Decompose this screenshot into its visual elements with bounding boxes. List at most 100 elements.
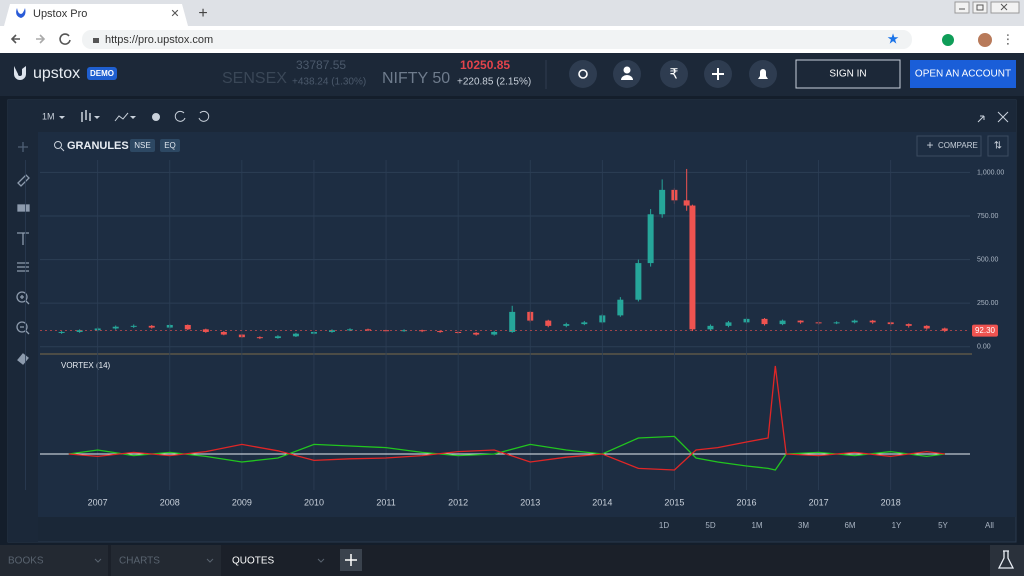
sign-in[interactable]: SIGN IN [829, 69, 866, 80]
tab-label[interactable]: BOOKS [8, 556, 44, 567]
candle-body [347, 329, 353, 331]
range-button[interactable]: 1Y [892, 521, 902, 530]
candle-body [779, 320, 786, 325]
x-tick-label: 2017 [809, 497, 829, 507]
candle-body [617, 299, 624, 316]
index-name[interactable]: SENSEX [222, 70, 287, 87]
app-header [0, 53, 1024, 96]
tab-close[interactable]: ✕ [170, 8, 179, 20]
candle-body [707, 325, 714, 330]
range-button[interactable]: 3M [798, 521, 809, 530]
candle-body [869, 320, 876, 323]
open-account-button[interactable] [910, 60, 1016, 88]
candle-body [130, 325, 137, 327]
candle-body [473, 332, 480, 335]
chart-toolbar [8, 100, 1016, 132]
last-price-tag [972, 324, 998, 337]
candle-body [905, 324, 912, 326]
tab-label[interactable]: QUOTES [232, 556, 275, 567]
candle-body [689, 205, 696, 330]
window-controls [954, 1, 1020, 14]
lab-button[interactable] [990, 545, 1024, 576]
brand: upstox [33, 65, 80, 82]
compare[interactable]: COMPARE [938, 141, 978, 150]
lock-icon [93, 38, 99, 43]
url-field[interactable] [82, 30, 912, 49]
bookmark-star[interactable]: ★ [887, 31, 900, 47]
range-button[interactable]: 6M [844, 521, 855, 530]
y-tick-label: 750.00 [977, 213, 999, 220]
menu[interactable]: ⋮ [1002, 31, 1015, 46]
x-tick-label: 2013 [520, 497, 540, 507]
x-tick-label: 2010 [304, 497, 324, 507]
charts-tab[interactable] [111, 545, 221, 576]
symbol-name[interactable]: GRANULES [67, 140, 129, 152]
compare-plus[interactable]: + [926, 138, 933, 152]
open-account[interactable]: OPEN AN ACCOUNT [915, 69, 1011, 80]
range-button[interactable]: 5Y [938, 521, 948, 530]
candle-body [851, 320, 858, 323]
demo-badge [87, 67, 117, 80]
toolbar-icons[interactable] [59, 110, 1009, 123]
candle-body [274, 336, 281, 339]
x-tick-label: 2012 [448, 497, 468, 507]
sign-in-button[interactable] [795, 59, 901, 89]
candle-body [184, 324, 191, 330]
symbol-bar: GRANULES NSE EQ [54, 139, 180, 152]
candle-body [419, 330, 426, 332]
tab-label[interactable]: CHARTS [119, 556, 160, 567]
plot-background [38, 132, 1016, 517]
candle-body [328, 330, 335, 332]
extension-icon[interactable] [942, 34, 954, 46]
segment-badge [160, 139, 180, 152]
axes: 1,000.00750.00500.00250.000.002006200720… [25, 160, 1004, 507]
sort-icon[interactable]: ⇅ [994, 141, 1002, 152]
range-button[interactable]: 1D [659, 521, 669, 530]
lab-icon [997, 550, 1015, 569]
index-value: 10250.85 [460, 58, 510, 72]
candle-body [659, 189, 666, 215]
segment: EQ [164, 141, 176, 150]
candle-body [761, 318, 768, 325]
x-tick-label: 2009 [232, 497, 252, 507]
new-tab[interactable]: + [198, 5, 207, 22]
candle-body [647, 214, 654, 264]
url[interactable]: https://pro.upstox.com [105, 34, 213, 46]
candle-body [797, 320, 804, 323]
range-button[interactable]: 5D [705, 521, 715, 530]
tab-caret [206, 558, 214, 563]
candle-body [833, 322, 840, 324]
candle-body [58, 331, 65, 333]
books-tab[interactable] [0, 545, 108, 576]
vortex-line [68, 435, 945, 471]
candle-body [401, 330, 408, 332]
demo-text: DEMO [90, 69, 114, 78]
candle-body [509, 311, 516, 332]
tab[interactable] [4, 4, 188, 26]
interval[interactable]: 1M [42, 111, 55, 121]
candle-body [491, 331, 498, 335]
profile-avatar[interactable] [978, 33, 992, 47]
candle-body [437, 331, 444, 333]
candle-body [635, 263, 642, 300]
compare-button[interactable] [916, 135, 982, 157]
exchange-badge [130, 139, 155, 152]
last-price-label: 92.30 [975, 326, 996, 335]
index-name[interactable]: NIFTY 50 [382, 70, 450, 87]
candle-body [563, 324, 570, 326]
range-button[interactable]: 1M [751, 521, 762, 530]
sort-button[interactable] [987, 135, 1009, 157]
candle-body [545, 320, 552, 326]
x-tick-label: 2014 [592, 497, 612, 507]
x-tick-label: 2011 [376, 497, 395, 507]
candle-body [112, 326, 119, 329]
header-icons[interactable]: ₹ [569, 60, 777, 88]
drawing-tools[interactable] [16, 142, 30, 365]
tab-icon [16, 8, 26, 18]
candle-body [148, 325, 155, 328]
nav-buttons[interactable] [10, 33, 71, 45]
x-tick-label: 2007 [88, 497, 108, 507]
range-buttons: 1D 5D 1M 3M 6M 1Y 5Y All [659, 521, 994, 530]
range-button[interactable]: All [985, 521, 994, 530]
